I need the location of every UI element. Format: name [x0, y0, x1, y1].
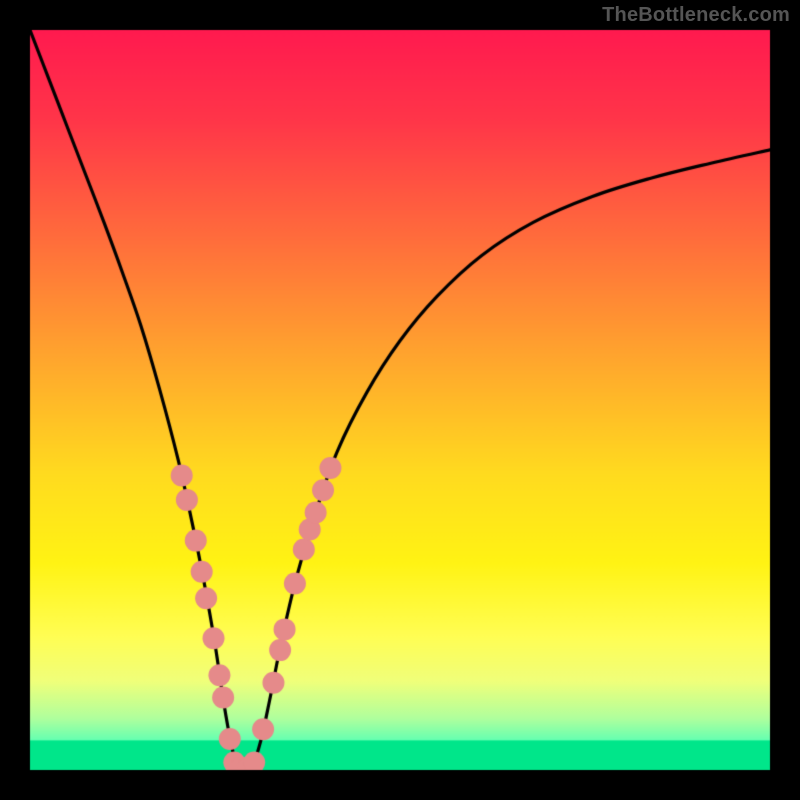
bottleneck-curve-chart: [0, 0, 800, 800]
chart-container: TheBottleneck.com: [0, 0, 800, 800]
watermark-text: TheBottleneck.com: [602, 4, 790, 27]
